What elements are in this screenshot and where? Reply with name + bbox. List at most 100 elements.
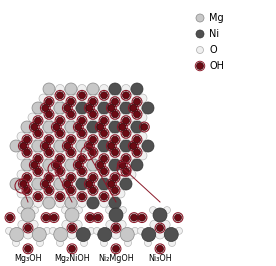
Circle shape xyxy=(65,83,77,95)
Circle shape xyxy=(108,105,115,111)
Circle shape xyxy=(100,239,107,247)
Circle shape xyxy=(25,225,31,231)
Circle shape xyxy=(18,220,27,229)
Circle shape xyxy=(130,105,137,111)
Circle shape xyxy=(72,170,81,179)
Circle shape xyxy=(83,113,92,122)
Circle shape xyxy=(127,94,136,103)
Text: Ni₂MgOH: Ni₂MgOH xyxy=(98,254,134,263)
Circle shape xyxy=(78,85,86,94)
Circle shape xyxy=(72,151,81,160)
Circle shape xyxy=(39,189,48,198)
Circle shape xyxy=(68,98,75,105)
Circle shape xyxy=(76,178,88,190)
Circle shape xyxy=(109,197,121,209)
Circle shape xyxy=(51,214,57,221)
Text: Mg₂NiOH: Mg₂NiOH xyxy=(54,254,90,263)
Circle shape xyxy=(32,102,44,114)
Circle shape xyxy=(83,151,92,160)
Circle shape xyxy=(54,140,66,152)
Circle shape xyxy=(78,168,86,175)
Circle shape xyxy=(155,230,164,239)
Circle shape xyxy=(112,136,118,143)
Circle shape xyxy=(32,178,44,190)
Circle shape xyxy=(78,123,86,131)
Circle shape xyxy=(138,113,147,122)
Circle shape xyxy=(20,143,27,149)
Circle shape xyxy=(163,207,171,214)
Circle shape xyxy=(39,94,48,103)
Circle shape xyxy=(127,132,136,141)
Circle shape xyxy=(197,47,203,53)
Circle shape xyxy=(53,161,60,168)
Circle shape xyxy=(34,193,41,200)
Circle shape xyxy=(42,105,49,111)
Circle shape xyxy=(10,178,22,190)
Circle shape xyxy=(138,94,147,103)
Circle shape xyxy=(23,180,31,189)
Circle shape xyxy=(112,98,118,105)
Circle shape xyxy=(131,159,143,171)
Circle shape xyxy=(23,174,31,181)
Circle shape xyxy=(197,63,203,69)
Circle shape xyxy=(94,151,103,160)
Circle shape xyxy=(42,143,49,149)
Circle shape xyxy=(116,94,125,103)
Circle shape xyxy=(23,149,31,156)
Circle shape xyxy=(120,102,132,114)
Circle shape xyxy=(28,132,37,141)
Circle shape xyxy=(89,136,97,143)
Circle shape xyxy=(54,178,66,190)
Circle shape xyxy=(109,159,121,171)
Circle shape xyxy=(127,170,136,179)
Circle shape xyxy=(10,140,22,152)
Circle shape xyxy=(139,214,145,221)
Circle shape xyxy=(174,214,182,221)
Circle shape xyxy=(164,227,178,242)
Circle shape xyxy=(6,227,12,234)
Circle shape xyxy=(78,130,86,137)
Circle shape xyxy=(100,85,108,94)
Circle shape xyxy=(75,207,83,214)
Circle shape xyxy=(131,121,143,133)
Circle shape xyxy=(134,98,140,105)
Circle shape xyxy=(83,189,92,198)
Circle shape xyxy=(86,105,93,111)
Circle shape xyxy=(7,214,14,221)
Circle shape xyxy=(100,168,107,175)
Circle shape xyxy=(117,220,126,229)
Circle shape xyxy=(21,197,33,209)
Circle shape xyxy=(57,155,63,162)
Circle shape xyxy=(196,14,204,22)
Circle shape xyxy=(43,197,55,209)
Circle shape xyxy=(196,30,204,38)
Circle shape xyxy=(44,180,54,189)
Circle shape xyxy=(46,136,52,143)
Text: OH: OH xyxy=(209,61,224,71)
Circle shape xyxy=(76,140,88,152)
Circle shape xyxy=(34,155,41,162)
Circle shape xyxy=(23,230,33,239)
Circle shape xyxy=(65,197,77,209)
Circle shape xyxy=(105,207,113,214)
Text: O: O xyxy=(209,45,217,55)
Circle shape xyxy=(87,121,99,133)
Circle shape xyxy=(31,161,38,168)
Circle shape xyxy=(153,208,167,222)
Circle shape xyxy=(76,102,88,114)
Circle shape xyxy=(57,92,63,99)
Circle shape xyxy=(28,170,37,179)
Circle shape xyxy=(86,214,94,221)
Circle shape xyxy=(124,239,131,247)
Circle shape xyxy=(83,170,92,179)
Circle shape xyxy=(110,103,120,113)
Circle shape xyxy=(55,160,65,169)
Circle shape xyxy=(53,123,60,131)
Circle shape xyxy=(100,92,107,99)
Circle shape xyxy=(105,113,114,122)
Circle shape xyxy=(89,149,97,156)
Circle shape xyxy=(67,142,76,151)
Circle shape xyxy=(120,140,132,152)
Circle shape xyxy=(68,149,75,156)
Circle shape xyxy=(39,113,48,122)
